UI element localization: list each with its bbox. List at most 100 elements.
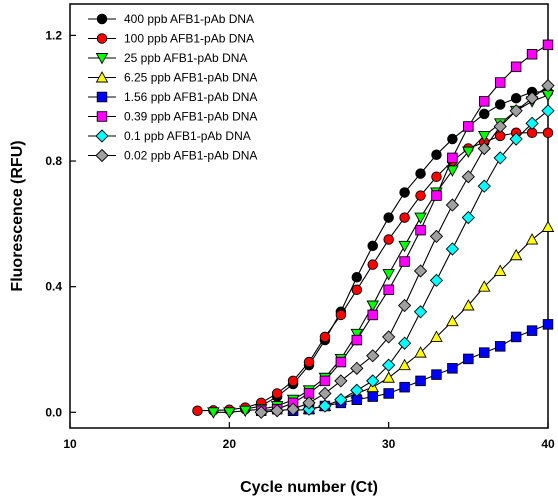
data-point-5-18	[542, 39, 554, 51]
data-point-7-13	[461, 170, 475, 184]
legend-marker-4	[96, 91, 108, 103]
data-point-7-5	[334, 374, 348, 388]
data-point-0-11	[415, 168, 426, 179]
y-tick-label-2: 0.8	[45, 154, 62, 168]
data-point-6-3	[350, 383, 364, 397]
data-point-7-14	[477, 141, 491, 156]
data-point-0-10	[399, 187, 410, 198]
legend-marker-3	[95, 71, 109, 83]
data-point-2-11	[382, 269, 395, 281]
legend-label-4: 1.56 ppb AFB1-pAb DNA	[124, 90, 257, 104]
data-point-4-7	[399, 381, 410, 393]
data-point-5-14	[479, 96, 490, 107]
data-point-3-12	[493, 264, 507, 276]
data-point-6-9	[445, 242, 460, 256]
data-point-1-0	[192, 405, 203, 416]
legend-item-2: 25 ppb AFB1-pAb DNA	[88, 51, 247, 65]
data-point-2-17	[478, 130, 491, 143]
legend-label-0: 400 ppb AFB1-pAb DNA	[124, 12, 254, 26]
data-point-5-8	[383, 284, 394, 296]
series-line-3	[308, 226, 549, 410]
data-point-1-10	[351, 284, 363, 296]
data-point-6-5	[382, 358, 396, 372]
data-point-4-6	[383, 388, 394, 399]
legend-item-0: 400 ppb AFB1-pAb DNA	[88, 12, 254, 26]
x-axis-title: Cycle number (Ct)	[240, 479, 378, 496]
data-point-3-11	[478, 280, 491, 292]
data-point-2-13	[414, 212, 427, 225]
data-point-0-9	[383, 212, 394, 223]
data-point-7-8	[382, 330, 396, 344]
data-point-3-15	[541, 220, 555, 232]
data-point-3-7	[414, 346, 427, 358]
data-point-7-9	[397, 298, 412, 313]
series-7	[254, 79, 555, 419]
legend-label-3: 6.25 ppb AFB1-pAb DNA	[124, 71, 257, 85]
data-point-5-9	[399, 256, 410, 267]
data-point-7-17	[525, 91, 539, 105]
data-point-0-15	[479, 108, 490, 120]
axis-ticks: 10 20 30 40 0.0 0.4 0.8 1.2	[45, 28, 555, 451]
data-point-6-15	[541, 104, 555, 118]
data-point-2-1	[223, 407, 236, 419]
series-line-4	[293, 323, 549, 412]
data-point-1-14	[415, 190, 426, 201]
data-point-0-17	[510, 92, 522, 104]
data-point-1-7	[303, 356, 315, 368]
data-point-1-6	[287, 375, 299, 387]
series-0	[240, 86, 554, 415]
data-point-7-11	[429, 229, 444, 244]
data-point-1-13	[399, 212, 410, 223]
legend-item-7: 0.02 ppb AFB1-pAb DNA	[88, 149, 257, 163]
data-point-3-5	[382, 371, 395, 383]
series-layer	[192, 39, 555, 419]
legend-marker-7	[95, 148, 109, 163]
data-point-4-13	[494, 341, 506, 352]
data-point-5-10	[415, 224, 426, 236]
data-point-7-2	[286, 402, 300, 416]
data-point-4-16	[542, 319, 554, 330]
series-6	[302, 104, 555, 416]
data-point-7-4	[318, 386, 332, 401]
legend-marker-5	[96, 111, 108, 122]
data-point-5-16	[510, 61, 522, 73]
x-tick-label-1: 20	[223, 437, 237, 451]
data-point-4-11	[463, 353, 474, 365]
data-point-3-13	[509, 248, 523, 261]
legend-label-1: 100 ppb AFB1-pAb DNA	[124, 32, 254, 46]
legend-marker-0	[96, 13, 108, 25]
data-point-7-16	[509, 104, 523, 118]
data-point-1-11	[367, 259, 378, 270]
data-point-1-8	[319, 331, 331, 343]
data-point-5-12	[447, 152, 458, 164]
data-point-7-18	[541, 79, 555, 93]
data-point-5-17	[526, 49, 538, 60]
legend: 400 ppb AFB1-pAb DNA 100 ppb AFB1-pAb DNA…	[88, 12, 257, 163]
data-point-5-13	[463, 121, 474, 132]
series-line-2	[213, 94, 549, 413]
data-point-0-16	[494, 99, 506, 110]
legend-item-3: 6.25 ppb AFB1-pAb DNA	[88, 71, 257, 85]
x-tick-label-2: 30	[382, 437, 396, 451]
legend-item-5: 0.39 ppb AFB1-pAb DNA	[88, 110, 257, 124]
plot-frame	[69, 3, 549, 429]
data-point-7-1	[270, 404, 284, 418]
data-point-6-14	[525, 116, 539, 130]
legend-label-7: 0.02 ppb AFB1-pAb DNA	[124, 149, 257, 163]
data-point-3-9	[446, 314, 459, 327]
data-point-0-12	[431, 149, 442, 161]
data-point-5-6	[351, 334, 363, 346]
series-line-6	[308, 110, 549, 410]
data-point-1-5	[271, 388, 283, 399]
data-point-0-8	[367, 240, 378, 252]
data-point-5-7	[367, 309, 378, 321]
data-point-2-15	[446, 165, 459, 177]
data-point-7-3	[302, 396, 316, 410]
data-point-6-4	[366, 374, 380, 388]
legend-marker-1	[96, 33, 108, 44]
data-point-3-14	[525, 233, 539, 245]
data-point-6-8	[429, 273, 444, 288]
data-point-6-10	[461, 210, 475, 225]
data-point-4-5	[367, 391, 378, 402]
